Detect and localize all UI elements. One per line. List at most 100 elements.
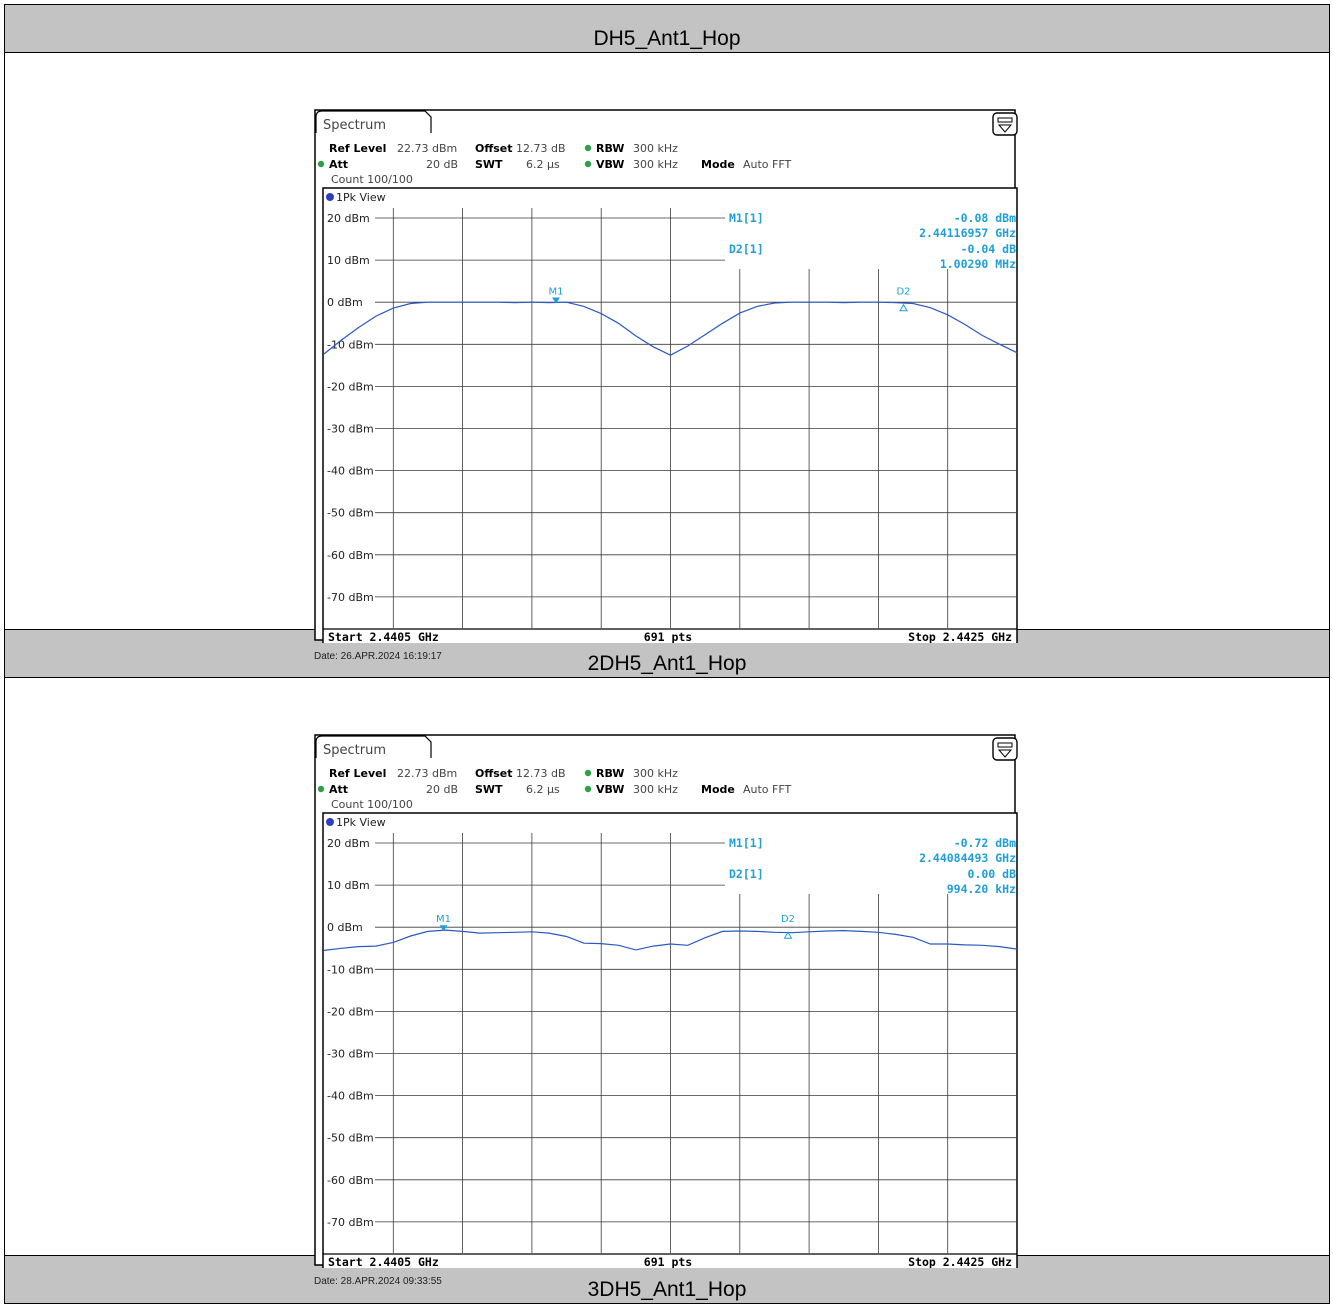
marker-table-value: -0.08 dBm bbox=[954, 211, 1016, 225]
att-coupled-indicator bbox=[317, 160, 325, 168]
ref-level-label: Ref Level bbox=[329, 767, 386, 780]
section-body-2: Spectrum Ref Level 22.73 dBm Offset 12.73 dB… bbox=[5, 678, 1329, 1287]
marker-table-value: 0.00 dB bbox=[968, 867, 1017, 881]
y-tick-label: 0 dBm bbox=[327, 921, 363, 934]
rbw-coupled-indicator bbox=[584, 144, 592, 152]
marker-d2-symbol bbox=[899, 303, 908, 312]
plot-box bbox=[322, 187, 1018, 643]
sweep-points: 691 pts bbox=[644, 1255, 692, 1268]
y-tick-label: -30 dBm bbox=[327, 1048, 374, 1061]
vbw-coupled-indicator bbox=[584, 785, 592, 793]
rbw-label: RBW bbox=[596, 142, 624, 155]
y-tick-label: 10 dBm bbox=[327, 254, 370, 267]
offset-value: 12.73 dB bbox=[516, 142, 566, 155]
att-label: Att bbox=[329, 158, 348, 171]
y-tick-label: -10 dBm bbox=[327, 338, 374, 351]
rbw-coupled-indicator bbox=[584, 769, 592, 777]
ref-level-value: 22.73 dBm bbox=[397, 142, 457, 155]
marker-table-name: M1[1] bbox=[729, 211, 764, 225]
marker-table-value: -0.04 dB bbox=[961, 242, 1016, 256]
spectrum-tab-label: Spectrum bbox=[323, 743, 386, 758]
swt-label: SWT bbox=[475, 158, 503, 171]
stop-frequency: Stop 2.4425 GHz bbox=[908, 1255, 1012, 1268]
trace-indicator bbox=[326, 818, 334, 826]
marker-label: D2 bbox=[781, 914, 795, 925]
y-tick-label: -30 dBm bbox=[327, 423, 374, 436]
spectrum-chart-2: Spectrum Ref Level 22.73 dBm Offset 12.73 dB… bbox=[314, 734, 1018, 1268]
y-tick-label: -50 dBm bbox=[327, 1132, 374, 1145]
swt-value: 6.2 µs bbox=[526, 158, 560, 171]
marker-label: M1 bbox=[549, 287, 564, 298]
swt-label: SWT bbox=[475, 783, 503, 796]
rbw-label: RBW bbox=[596, 767, 624, 780]
y-tick-label: 0 dBm bbox=[327, 296, 363, 309]
marker-table-freq: 2.44116957 GHz bbox=[919, 226, 1016, 240]
swt-value: 6.2 µs bbox=[526, 783, 560, 796]
y-tick-label: -70 dBm bbox=[327, 591, 374, 604]
y-tick-label: -60 dBm bbox=[327, 1174, 374, 1187]
y-tick-label: -10 dBm bbox=[327, 963, 374, 976]
section-body-1: Spectrum Ref Level 22.73 dBm Offset 12.73 dB… bbox=[5, 53, 1329, 662]
offset-label: Offset bbox=[475, 142, 513, 155]
marker-m1-symbol bbox=[552, 297, 561, 304]
y-tick-label: -70 dBm bbox=[327, 1216, 374, 1229]
att-coupled-indicator bbox=[317, 785, 325, 793]
spectrum-tab-label: Spectrum bbox=[323, 118, 386, 133]
y-tick-label: 10 dBm bbox=[327, 879, 370, 892]
panel-menu-icon-bar bbox=[997, 742, 1013, 748]
offset-label: Offset bbox=[475, 767, 513, 780]
marker-m1-symbol bbox=[439, 925, 448, 932]
y-tick-label: -40 dBm bbox=[327, 465, 374, 478]
vbw-label: VBW bbox=[596, 783, 624, 796]
mode-value: Auto FFT bbox=[743, 783, 791, 796]
marker-label: D2 bbox=[896, 287, 910, 298]
view-label: 1Pk View bbox=[336, 816, 386, 829]
sweep-points: 691 pts bbox=[644, 630, 692, 643]
plot-box bbox=[322, 812, 1018, 1268]
sweep-count: Count 100/100 bbox=[331, 798, 413, 811]
att-value: 20 dB bbox=[426, 783, 458, 796]
spectrum-tab bbox=[315, 110, 432, 133]
y-tick-label: -50 dBm bbox=[327, 507, 374, 520]
panel-menu-icon-arrow bbox=[997, 124, 1013, 133]
vbw-value: 300 kHz bbox=[633, 783, 678, 796]
y-tick-label: -20 dBm bbox=[327, 1005, 374, 1018]
sweep-count: Count 100/100 bbox=[331, 173, 413, 186]
marker-table-name: M1[1] bbox=[729, 836, 764, 850]
marker-table-name: D2[1] bbox=[729, 242, 764, 256]
panel-menu-icon-arrow bbox=[997, 749, 1013, 758]
start-frequency: Start 2.4405 GHz bbox=[328, 630, 439, 643]
trace-indicator bbox=[326, 193, 334, 201]
spectrum-trace bbox=[323, 929, 1018, 951]
capture-date-2: Date: 28.APR.2024 09:33:55 bbox=[314, 1276, 442, 1287]
vbw-label: VBW bbox=[596, 158, 624, 171]
vbw-value: 300 kHz bbox=[633, 158, 678, 171]
ref-level-label: Ref Level bbox=[329, 142, 386, 155]
section-title-1: DH5_Ant1_Hop bbox=[593, 27, 741, 50]
panel-menu-icon-bar bbox=[997, 117, 1013, 123]
section-title-2: 2DH5_Ant1_Hop bbox=[587, 652, 747, 675]
y-tick-label: 20 dBm bbox=[327, 212, 370, 225]
att-label: Att bbox=[329, 783, 348, 796]
marker-table-value: -0.72 dBm bbox=[954, 836, 1016, 850]
att-value: 20 dB bbox=[426, 158, 458, 171]
capture-date-1: Date: 26.APR.2024 16:19:17 bbox=[314, 651, 442, 662]
marker-d2-symbol bbox=[783, 931, 793, 939]
view-label: 1Pk View bbox=[336, 191, 386, 204]
marker-table-name: D2[1] bbox=[729, 867, 764, 881]
results-table: DH5_Ant1_Hop Spectrum Ref Level 22.73 dBm O… bbox=[4, 4, 1330, 1304]
mode-label: Mode bbox=[701, 783, 735, 796]
spectrum-trace bbox=[323, 301, 1018, 356]
start-frequency: Start 2.4405 GHz bbox=[328, 1255, 439, 1268]
section-title-3: 3DH5_Ant1_Hop bbox=[587, 1278, 747, 1301]
marker-label: M1 bbox=[436, 914, 451, 925]
mode-value: Auto FFT bbox=[743, 158, 791, 171]
spectrum-tab bbox=[315, 735, 432, 758]
y-tick-label: -60 dBm bbox=[327, 549, 374, 562]
vbw-coupled-indicator bbox=[584, 160, 592, 168]
ref-level-value: 22.73 dBm bbox=[397, 767, 457, 780]
rbw-value: 300 kHz bbox=[633, 142, 678, 155]
spectrum-chart-1: Spectrum Ref Level 22.73 dBm Offset 12.73 dB… bbox=[314, 109, 1018, 643]
section-header-1: DH5_Ant1_Hop bbox=[5, 4, 1329, 53]
offset-value: 12.73 dB bbox=[516, 767, 566, 780]
